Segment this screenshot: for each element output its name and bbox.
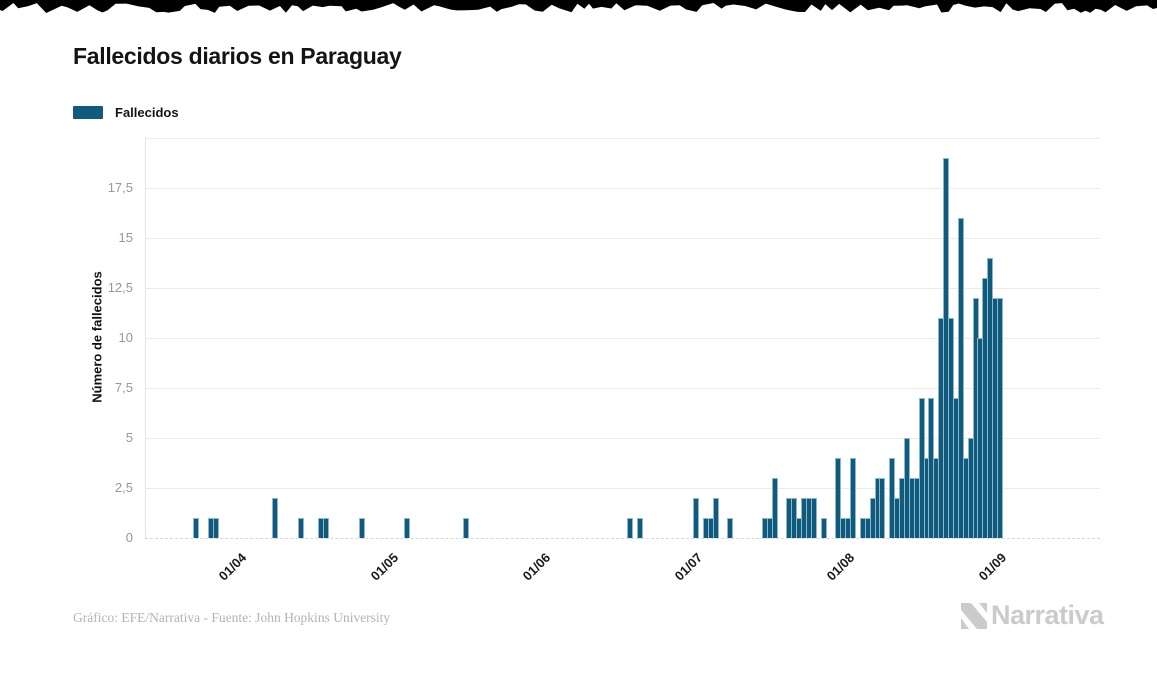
bar[interactable] (811, 498, 817, 538)
gridline (145, 138, 1100, 139)
legend-item-fallecidos[interactable]: Fallecidos (73, 105, 179, 120)
bar[interactable] (693, 498, 699, 538)
bar[interactable] (404, 518, 410, 538)
bar[interactable] (958, 218, 964, 538)
bar[interactable] (850, 458, 856, 538)
gridline (145, 288, 1100, 289)
legend-swatch (73, 106, 103, 119)
x-tick-label: 01/04 (215, 549, 250, 584)
x-tick-label: 01/08 (823, 549, 858, 584)
gridline (145, 238, 1100, 239)
gridline (145, 488, 1100, 489)
bar[interactable] (359, 518, 365, 538)
gridline (145, 438, 1100, 439)
x-tick-label: 01/07 (671, 549, 706, 584)
x-axis-line (145, 538, 1100, 539)
bar[interactable] (821, 518, 827, 538)
gridline (145, 188, 1100, 189)
source-credit: Gráfico: EFE/Narrativa - Fuente: John Ho… (73, 610, 391, 625)
x-tick-label: 01/06 (519, 549, 554, 584)
bar[interactable] (637, 518, 643, 538)
bar[interactable] (879, 478, 885, 538)
y-tick-label: 17,5 (107, 180, 133, 195)
y-tick-label: 7,5 (114, 380, 133, 395)
narrativa-wordmark: Narrativa (991, 600, 1104, 630)
bar[interactable] (463, 518, 469, 538)
bar[interactable] (835, 458, 841, 538)
y-tick-label: 12,5 (107, 280, 133, 295)
y-tick-label: 15 (118, 230, 133, 245)
bar[interactable] (997, 298, 1003, 538)
gridline (145, 388, 1100, 389)
bar[interactable] (772, 478, 778, 538)
gridline (145, 338, 1100, 339)
x-tick-label: 01/05 (367, 549, 402, 584)
y-tick-label: 2,5 (114, 480, 133, 495)
page-title: Fallecidos diarios en Paraguay (73, 43, 402, 69)
legend-label: Fallecidos (115, 105, 179, 120)
narrativa-n-icon (961, 602, 987, 629)
bar[interactable] (298, 518, 304, 538)
bar[interactable] (727, 518, 733, 538)
y-tick-label: 5 (125, 430, 133, 445)
y-tick-label: 10 (118, 330, 133, 345)
y-axis-line (145, 138, 146, 538)
narrativa-logo[interactable]: Narrativa (960, 600, 1104, 631)
torn-paper-strip (0, 0, 1157, 13)
bar[interactable] (627, 518, 633, 538)
bar[interactable] (272, 498, 278, 538)
bar[interactable] (213, 518, 219, 538)
bar[interactable] (193, 518, 199, 538)
y-tick-label: 0 (125, 530, 133, 545)
bar[interactable] (713, 498, 719, 538)
bar[interactable] (323, 518, 329, 538)
x-tick-label: 01/09 (975, 549, 1010, 584)
